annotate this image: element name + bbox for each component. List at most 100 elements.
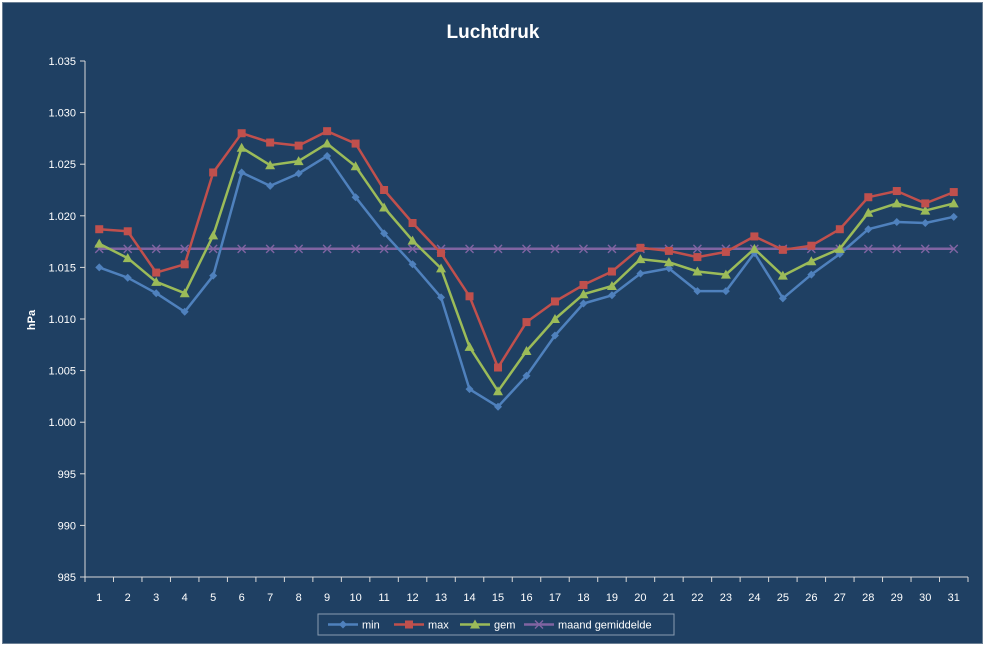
data-point-gem — [948, 198, 959, 208]
legend-item-min: min — [328, 620, 380, 632]
data-point-max — [778, 245, 787, 254]
data-point-maand-gemiddelde — [265, 244, 275, 254]
data-point-gem — [578, 289, 589, 299]
data-point-max — [437, 248, 446, 257]
data-point-gem — [891, 198, 902, 208]
data-point-max — [380, 186, 389, 194]
data-point-gem — [493, 386, 504, 396]
legend-marker — [470, 619, 480, 629]
x-tick-label: 14 — [463, 592, 475, 604]
data-point-min — [636, 269, 645, 278]
data-point-gem — [122, 253, 133, 263]
data-point-max — [266, 138, 275, 147]
x-tick-label: 7 — [267, 592, 273, 604]
axes: 9859909951.0001.0051.0101.0151.0201.0251… — [48, 56, 969, 604]
x-tick-label: 31 — [948, 592, 960, 604]
data-point-gem — [436, 263, 447, 273]
data-point-min — [807, 270, 816, 279]
data-point-gem — [151, 276, 162, 286]
y-tick-label: 1.035 — [48, 56, 76, 68]
x-tick-label: 28 — [862, 592, 874, 604]
y-tick-label: 1.000 — [48, 417, 76, 429]
data-point-maand-gemiddelde — [522, 244, 531, 254]
data-point-min — [408, 260, 417, 269]
data-point-gem — [407, 235, 418, 245]
x-tick-label: 18 — [577, 592, 589, 604]
series-lines — [94, 127, 959, 411]
data-point-min — [266, 181, 275, 190]
data-point-max — [323, 127, 332, 136]
data-point-min — [294, 169, 303, 178]
data-point-gem — [920, 205, 931, 215]
data-point-gem — [606, 280, 617, 290]
y-tick-label: 1.005 — [48, 366, 76, 378]
series-gem — [94, 138, 959, 396]
data-point-gem — [549, 314, 560, 323]
x-tick-label: 12 — [406, 592, 418, 604]
x-tick-label: 3 — [153, 592, 159, 604]
data-point-min — [949, 212, 958, 221]
data-point-maand-gemiddelde — [408, 244, 418, 254]
data-point-min — [465, 385, 474, 394]
x-tick-label: 9 — [324, 592, 330, 604]
y-tick-label: 985 — [58, 572, 76, 584]
data-point-max — [123, 227, 132, 236]
data-point-gem — [806, 256, 817, 266]
legend-box — [317, 613, 675, 636]
data-point-max — [807, 241, 816, 250]
data-point-maand-gemiddelde — [465, 244, 475, 254]
x-tick-label: 30 — [919, 592, 931, 604]
data-point-maand-gemiddelde — [920, 244, 930, 254]
legend-item-max: max — [394, 620, 449, 632]
data-point-max — [892, 187, 901, 196]
series-min — [95, 151, 958, 411]
legend-label: maand gemiddelde — [558, 620, 652, 632]
legend-marker — [534, 620, 544, 629]
data-point-gem — [179, 288, 190, 298]
data-point-maand-gemiddelde — [237, 244, 247, 254]
data-point-max — [721, 247, 730, 256]
x-tick-label: 26 — [805, 592, 817, 604]
data-point-maand-gemiddelde — [379, 244, 389, 254]
data-point-min — [721, 287, 730, 296]
x-tick-label: 17 — [549, 592, 561, 604]
legend-label: max — [428, 620, 449, 632]
x-tick-label: 21 — [663, 592, 675, 604]
data-point-min — [607, 291, 616, 300]
data-point-gem — [350, 161, 361, 171]
data-point-gem — [236, 142, 247, 152]
data-point-max — [864, 193, 873, 202]
x-tick-label: 27 — [834, 592, 846, 604]
data-point-maand-gemiddelde — [863, 244, 873, 254]
series-maand-gemiddelde — [94, 244, 959, 254]
x-tick-label: 8 — [296, 592, 302, 604]
data-point-min — [351, 193, 360, 202]
data-point-max — [152, 268, 161, 277]
x-tick-label: 19 — [606, 592, 618, 604]
data-point-gem — [322, 138, 333, 148]
x-tick-label: 13 — [435, 592, 447, 604]
data-point-gem — [635, 254, 646, 264]
x-tick-label: 16 — [520, 592, 532, 604]
legend-item-maand-gemiddelde: maand gemiddelde — [524, 620, 652, 632]
data-point-min — [380, 229, 389, 238]
legend-label: min — [362, 620, 380, 632]
series-max — [95, 127, 958, 372]
data-point-max — [294, 141, 303, 150]
data-point-min — [892, 217, 901, 226]
data-point-min — [864, 225, 873, 234]
data-point-min — [664, 264, 673, 273]
y-axis-label: hPa — [26, 309, 38, 330]
data-point-min — [778, 294, 787, 303]
data-point-maand-gemiddelde — [123, 244, 133, 254]
data-point-min — [693, 287, 702, 296]
x-tick-label: 1 — [96, 592, 102, 604]
x-tick-label: 4 — [182, 592, 188, 604]
data-point-max — [949, 188, 958, 197]
data-point-gem — [94, 238, 105, 248]
legend-marker — [405, 620, 413, 629]
x-tick-label: 15 — [492, 592, 504, 604]
data-point-min — [323, 151, 332, 160]
